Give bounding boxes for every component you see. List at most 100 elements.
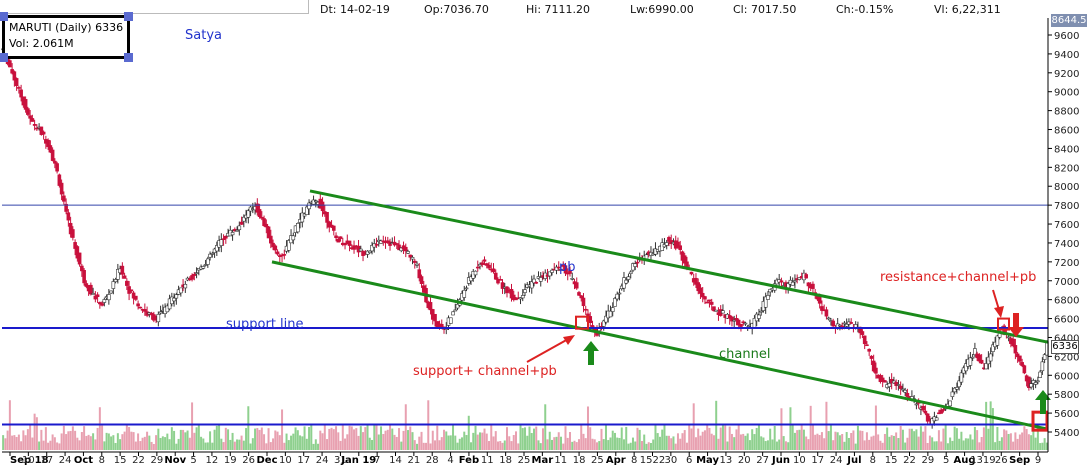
volume-bar (472, 432, 475, 450)
quote-high: Hi: 7111.20 (526, 3, 591, 16)
volume-bar (346, 434, 349, 450)
volume-bar (843, 441, 846, 450)
candle-body (903, 389, 907, 393)
volume-bar (357, 435, 360, 450)
candle-body (417, 269, 422, 279)
volume-bar (850, 433, 853, 450)
candle-body (709, 301, 714, 305)
candle-body (448, 317, 453, 324)
candle-body (520, 295, 525, 299)
volume-bar (195, 427, 198, 450)
candle-body (190, 275, 194, 280)
candle-body (230, 232, 235, 236)
volume-bar (699, 435, 702, 450)
candle-body (763, 296, 768, 308)
x-tick-label: Apr (606, 455, 626, 466)
candle-body (260, 216, 264, 219)
symbol-search-box[interactable] (0, 0, 309, 14)
x-tick-label: 29 (921, 455, 934, 466)
candle-body (901, 388, 905, 391)
candle-body (239, 221, 244, 225)
candle-body (705, 301, 710, 304)
volume-bar (78, 440, 81, 450)
volume-bar (739, 434, 742, 450)
candle-body (264, 223, 269, 228)
volume-bar (978, 442, 981, 450)
candle-body (109, 290, 113, 294)
volume-bar (517, 443, 520, 450)
volume-bar (6, 430, 9, 450)
volume-bar (604, 425, 607, 450)
candle-body (939, 409, 943, 414)
candle-body (403, 246, 408, 252)
candle-body (626, 276, 631, 280)
volume-bar (62, 425, 65, 450)
volume-bar (260, 427, 263, 450)
legend-handle-br[interactable] (124, 53, 133, 62)
volume-bar (249, 443, 252, 450)
volume-bar (456, 442, 459, 450)
y-tick-label: 8600 (1054, 126, 1079, 137)
volume-bar (577, 439, 580, 450)
volume-bar (121, 434, 124, 450)
candle-body (874, 367, 878, 374)
volume-bar (595, 442, 598, 450)
volume-bar (105, 432, 108, 450)
candle-body (287, 240, 291, 251)
volume-bar (1043, 438, 1046, 450)
volume-bar (1012, 441, 1015, 450)
y-tick-label: 8000 (1054, 182, 1079, 193)
candle-body (948, 400, 952, 407)
volume-bar (706, 424, 709, 450)
candle-body (995, 335, 1000, 346)
volume-bar (285, 433, 288, 450)
x-tick-label: Sep 18 (10, 455, 49, 466)
volume-bar (112, 435, 115, 450)
volume-bar (571, 441, 574, 450)
candle-body (730, 316, 734, 322)
candle-body (491, 268, 496, 273)
candle-body (736, 319, 741, 326)
candle-body (581, 297, 586, 307)
volume-bar (751, 429, 754, 450)
resistance-pointer-head (994, 306, 1004, 318)
candle-body (174, 294, 179, 299)
candle-body (331, 225, 336, 231)
quote-open: Op:7036.70 (424, 3, 489, 16)
volume-bar (935, 441, 938, 450)
volume-bar (227, 429, 230, 450)
x-tick-label: 22 (132, 455, 145, 466)
candle-body (30, 118, 35, 122)
legend-handle-tr[interactable] (124, 12, 133, 21)
volume-bar (229, 439, 232, 450)
legend-handle-tl[interactable] (0, 12, 8, 21)
volume-bar (971, 439, 974, 450)
symbol-legend-box[interactable]: MARUTI (Daily) 6336 Vol: 2.061M (0, 12, 133, 62)
candle-body (952, 387, 957, 393)
candle-body (721, 310, 725, 314)
volume-bar (389, 424, 392, 450)
volume-bar (789, 407, 792, 450)
volume-bar (798, 429, 801, 450)
volume-bar (814, 434, 817, 450)
candle-body (984, 363, 988, 370)
legend-handle-bl[interactable] (0, 53, 8, 62)
candle-body (14, 78, 19, 87)
candle-body (367, 250, 372, 253)
volume-bar (987, 428, 990, 450)
candle-body (604, 315, 608, 323)
volume-bar (371, 439, 374, 450)
volume-bar (69, 430, 72, 450)
volume-bar (784, 441, 787, 450)
candle-body (849, 322, 853, 324)
candle-body (183, 283, 188, 289)
volume-bar (609, 437, 612, 450)
x-tick-label: 8 (870, 455, 876, 466)
volume-bar (555, 436, 558, 450)
volume-bar (800, 425, 803, 450)
volume-bar (913, 431, 916, 450)
volume-bar (757, 424, 760, 450)
volume-bar (827, 431, 830, 450)
volume-bar (1023, 426, 1026, 450)
